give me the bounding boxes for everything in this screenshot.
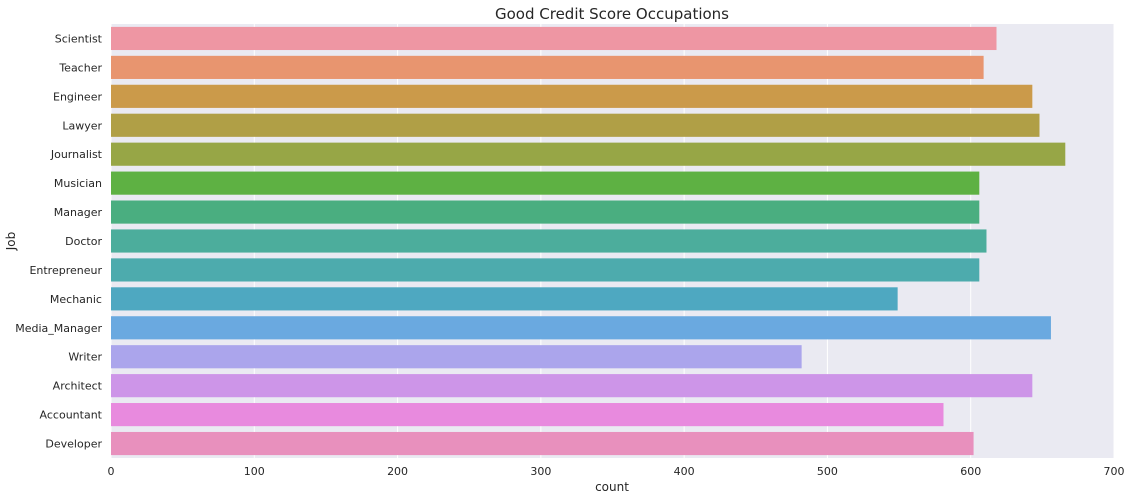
y-tick-label: Teacher [58,61,102,74]
y-axis-label: Job [4,232,18,252]
bar [111,26,997,51]
y-tick-label: Musician [54,177,102,190]
bar [111,345,802,369]
bar [111,142,1066,166]
y-tick-label: Manager [54,206,103,219]
bar [111,200,980,224]
bar [111,316,1051,340]
bar [111,55,984,79]
y-tick-label: Engineer [53,90,102,103]
y-tick-label: Developer [45,438,102,451]
x-tick-label: 600 [960,465,981,478]
y-tick-label: Doctor [65,235,102,248]
x-tick-labels: 0 100 200 300 400 500 600 700 [108,465,1125,478]
bar [111,374,1033,398]
bar [111,287,898,311]
y-tick-label: Entrepreneur [29,264,102,277]
y-tick-label: Journalist [50,148,103,161]
x-tick-label: 200 [387,465,408,478]
y-tick-label: Scientist [55,32,103,45]
x-axis-label: count [595,480,629,494]
x-tick-label: 300 [530,465,551,478]
y-tick-label: Lawyer [62,119,102,132]
x-tick-label: 700 [1104,465,1125,478]
y-tick-label: Writer [68,351,102,364]
y-tick-label: Accountant [40,409,103,422]
bar [111,171,980,195]
y-tick-labels: Scientist Teacher Engineer Lawyer Journalist… [15,32,102,450]
chart-title: Good Credit Score Occupations [495,5,729,23]
x-tick-label: 500 [817,465,838,478]
y-tick-label: Media_Manager [15,322,102,335]
bar [111,84,1033,108]
bar [111,403,944,427]
bar [111,229,987,253]
y-tick-label: Mechanic [50,293,102,306]
bars [111,26,1066,456]
bar [111,113,1040,137]
x-tick-label: 400 [674,465,695,478]
x-tick-label: 0 [108,465,115,478]
y-tick-label: Architect [53,380,103,393]
x-tick-label: 100 [244,465,265,478]
bar [111,258,980,282]
bar [111,431,974,456]
